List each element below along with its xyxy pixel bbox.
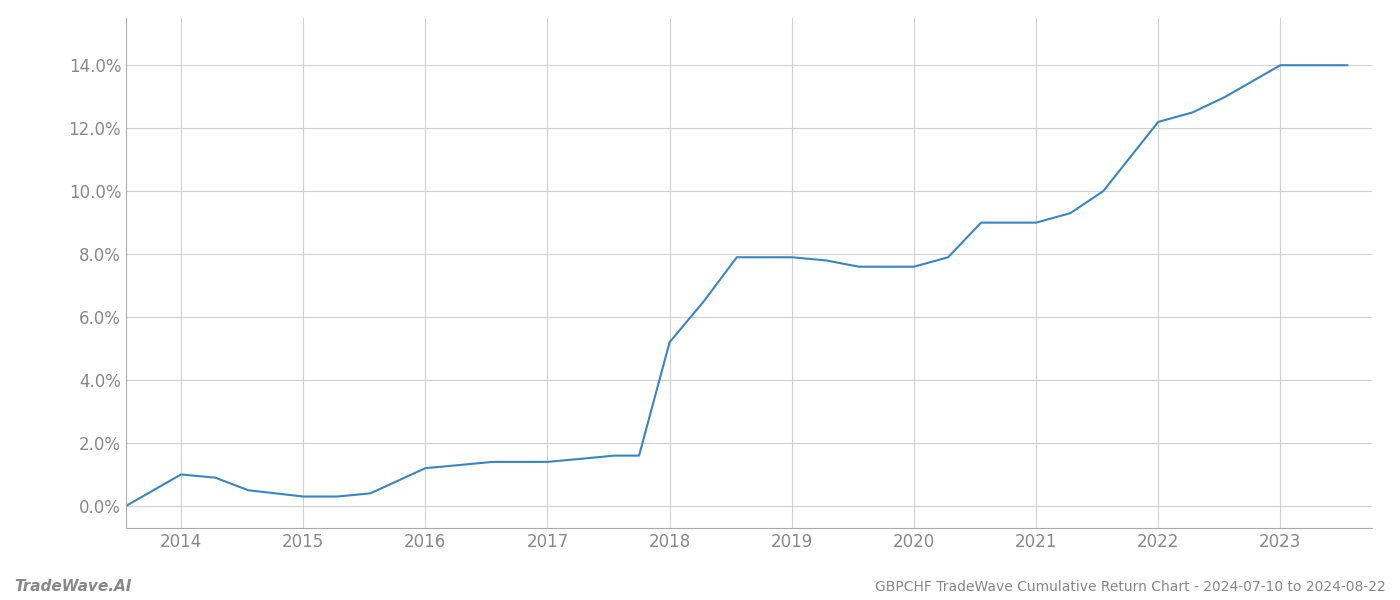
Text: TradeWave.AI: TradeWave.AI [14,579,132,594]
Text: GBPCHF TradeWave Cumulative Return Chart - 2024-07-10 to 2024-08-22: GBPCHF TradeWave Cumulative Return Chart… [875,580,1386,594]
